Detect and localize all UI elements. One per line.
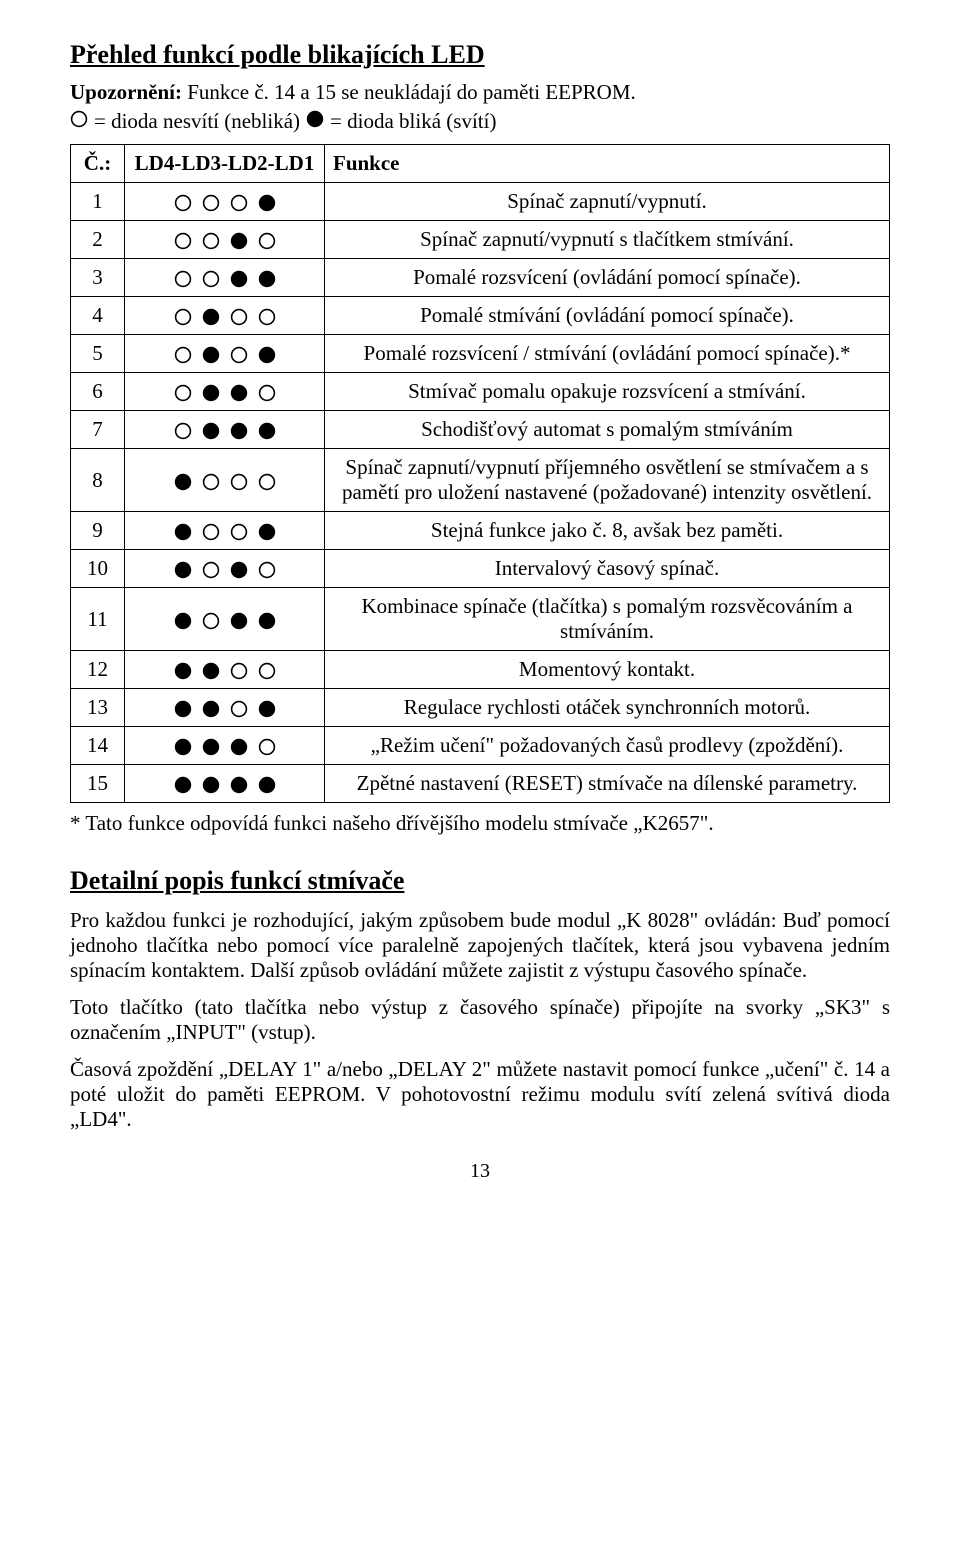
row-description: Zpětné nastavení (RESET) stmívače na díl… — [325, 765, 890, 803]
row-led-pattern — [125, 449, 325, 512]
table-row: 4 Pomalé stmívání (ovládání pomocí spínač… — [71, 297, 890, 335]
row-number: 2 — [71, 221, 125, 259]
table-row: 6 Stmívač pomalu opakuje rozsvícení a stm… — [71, 373, 890, 411]
col-number: Č.: — [71, 145, 125, 183]
table-row: 7 Schodišťový automat s pomalým stmíváním — [71, 411, 890, 449]
paragraph-2: Toto tlačítko (tato tlačítka nebo výstup… — [70, 995, 890, 1045]
row-led-pattern — [125, 259, 325, 297]
table-row: 11 Kombinace spínače (tlačítka) s pomalým… — [71, 588, 890, 651]
table-footnote: * Tato funkce odpovídá funkci našeho dří… — [70, 811, 890, 836]
table-row: 1 Spínač zapnutí/vypnutí. — [71, 183, 890, 221]
led-off-icon — [70, 109, 88, 134]
row-description: „Režim učení" požadovaných časů prodlevy… — [325, 727, 890, 765]
notice-line: Upozornění: Funkce č. 14 a 15 se neuklád… — [70, 80, 890, 105]
row-description: Kombinace spínače (tlačítka) s pomalým r… — [325, 588, 890, 651]
notice-prefix: Upozornění: — [70, 80, 182, 104]
row-led-pattern — [125, 183, 325, 221]
row-description: Momentový kontakt. — [325, 651, 890, 689]
row-number: 4 — [71, 297, 125, 335]
heading-detail: Detailní popis funkcí stmívače — [70, 866, 890, 896]
table-row: 8 Spínač zapnutí/vypnutí příjemného osvět… — [71, 449, 890, 512]
row-led-pattern — [125, 512, 325, 550]
row-number: 12 — [71, 651, 125, 689]
row-number: 9 — [71, 512, 125, 550]
row-number: 13 — [71, 689, 125, 727]
legend-off-text: = dioda nesvítí (nebliká) — [94, 109, 300, 134]
paragraph-3: Časová zpoždění „DELAY 1" a/nebo „DELAY … — [70, 1057, 890, 1132]
col-leds: LD4-LD3-LD2-LD1 — [125, 145, 325, 183]
row-description: Stejná funkce jako č. 8, avšak bez pamět… — [325, 512, 890, 550]
table-row: 3 Pomalé rozsvícení (ovládání pomocí spín… — [71, 259, 890, 297]
col-function: Funkce — [325, 145, 890, 183]
row-description: Spínač zapnutí/vypnutí s tlačítkem stmív… — [325, 221, 890, 259]
row-led-pattern — [125, 727, 325, 765]
row-number: 6 — [71, 373, 125, 411]
row-led-pattern — [125, 297, 325, 335]
row-number: 8 — [71, 449, 125, 512]
row-number: 11 — [71, 588, 125, 651]
row-number: 3 — [71, 259, 125, 297]
row-led-pattern — [125, 689, 325, 727]
row-led-pattern — [125, 373, 325, 411]
row-description: Pomalé stmívání (ovládání pomocí spínače… — [325, 297, 890, 335]
row-number: 5 — [71, 335, 125, 373]
table-row: 13 Regulace rychlosti otáček synchronních… — [71, 689, 890, 727]
row-led-pattern — [125, 221, 325, 259]
heading-led-overview: Přehled funkcí podle blikajících LED — [70, 40, 890, 70]
legend-on-text: = dioda bliká (svítí) — [330, 109, 496, 134]
row-description: Spínač zapnutí/vypnutí příjemného osvětl… — [325, 449, 890, 512]
table-row: 9 Stejná funkce jako č. 8, avšak bez pamě… — [71, 512, 890, 550]
page-number: 13 — [70, 1160, 890, 1183]
row-number: 1 — [71, 183, 125, 221]
document-page: Přehled funkcí podle blikajících LED Upo… — [0, 0, 960, 1223]
row-description: Pomalé rozsvícení / stmívání (ovládání p… — [325, 335, 890, 373]
row-description: Schodišťový automat s pomalým stmíváním — [325, 411, 890, 449]
row-led-pattern — [125, 550, 325, 588]
row-led-pattern — [125, 411, 325, 449]
row-description: Stmívač pomalu opakuje rozsvícení a stmí… — [325, 373, 890, 411]
table-row: 10 Intervalový časový spínač. — [71, 550, 890, 588]
notice-text: Funkce č. 14 a 15 se neukládají do pamět… — [182, 80, 636, 104]
row-led-pattern — [125, 335, 325, 373]
table-row: 14 „Režim učení" požadovaných časů prodle… — [71, 727, 890, 765]
led-function-table: Č.: LD4-LD3-LD2-LD1 Funkce 1 Spínač zapnu… — [70, 144, 890, 803]
row-description: Regulace rychlosti otáček synchronních m… — [325, 689, 890, 727]
paragraph-1: Pro každou funkci je rozhodující, jakým … — [70, 908, 890, 983]
led-on-icon — [306, 109, 324, 134]
row-number: 7 — [71, 411, 125, 449]
row-number: 15 — [71, 765, 125, 803]
table-row: 2 Spínač zapnutí/vypnutí s tlačítkem stmí… — [71, 221, 890, 259]
row-led-pattern — [125, 588, 325, 651]
table-row: 5 Pomalé rozsvícení / stmívání (ovládání … — [71, 335, 890, 373]
table-row: 15 Zpětné nastavení (RESET) stmívače na d… — [71, 765, 890, 803]
row-led-pattern — [125, 651, 325, 689]
row-number: 14 — [71, 727, 125, 765]
legend-line: = dioda nesvítí (nebliká) = dioda bliká … — [70, 109, 890, 134]
row-description: Pomalé rozsvícení (ovládání pomocí spína… — [325, 259, 890, 297]
row-led-pattern — [125, 765, 325, 803]
table-header-row: Č.: LD4-LD3-LD2-LD1 Funkce — [71, 145, 890, 183]
row-number: 10 — [71, 550, 125, 588]
row-description: Spínač zapnutí/vypnutí. — [325, 183, 890, 221]
row-description: Intervalový časový spínač. — [325, 550, 890, 588]
table-row: 12 Momentový kontakt. — [71, 651, 890, 689]
